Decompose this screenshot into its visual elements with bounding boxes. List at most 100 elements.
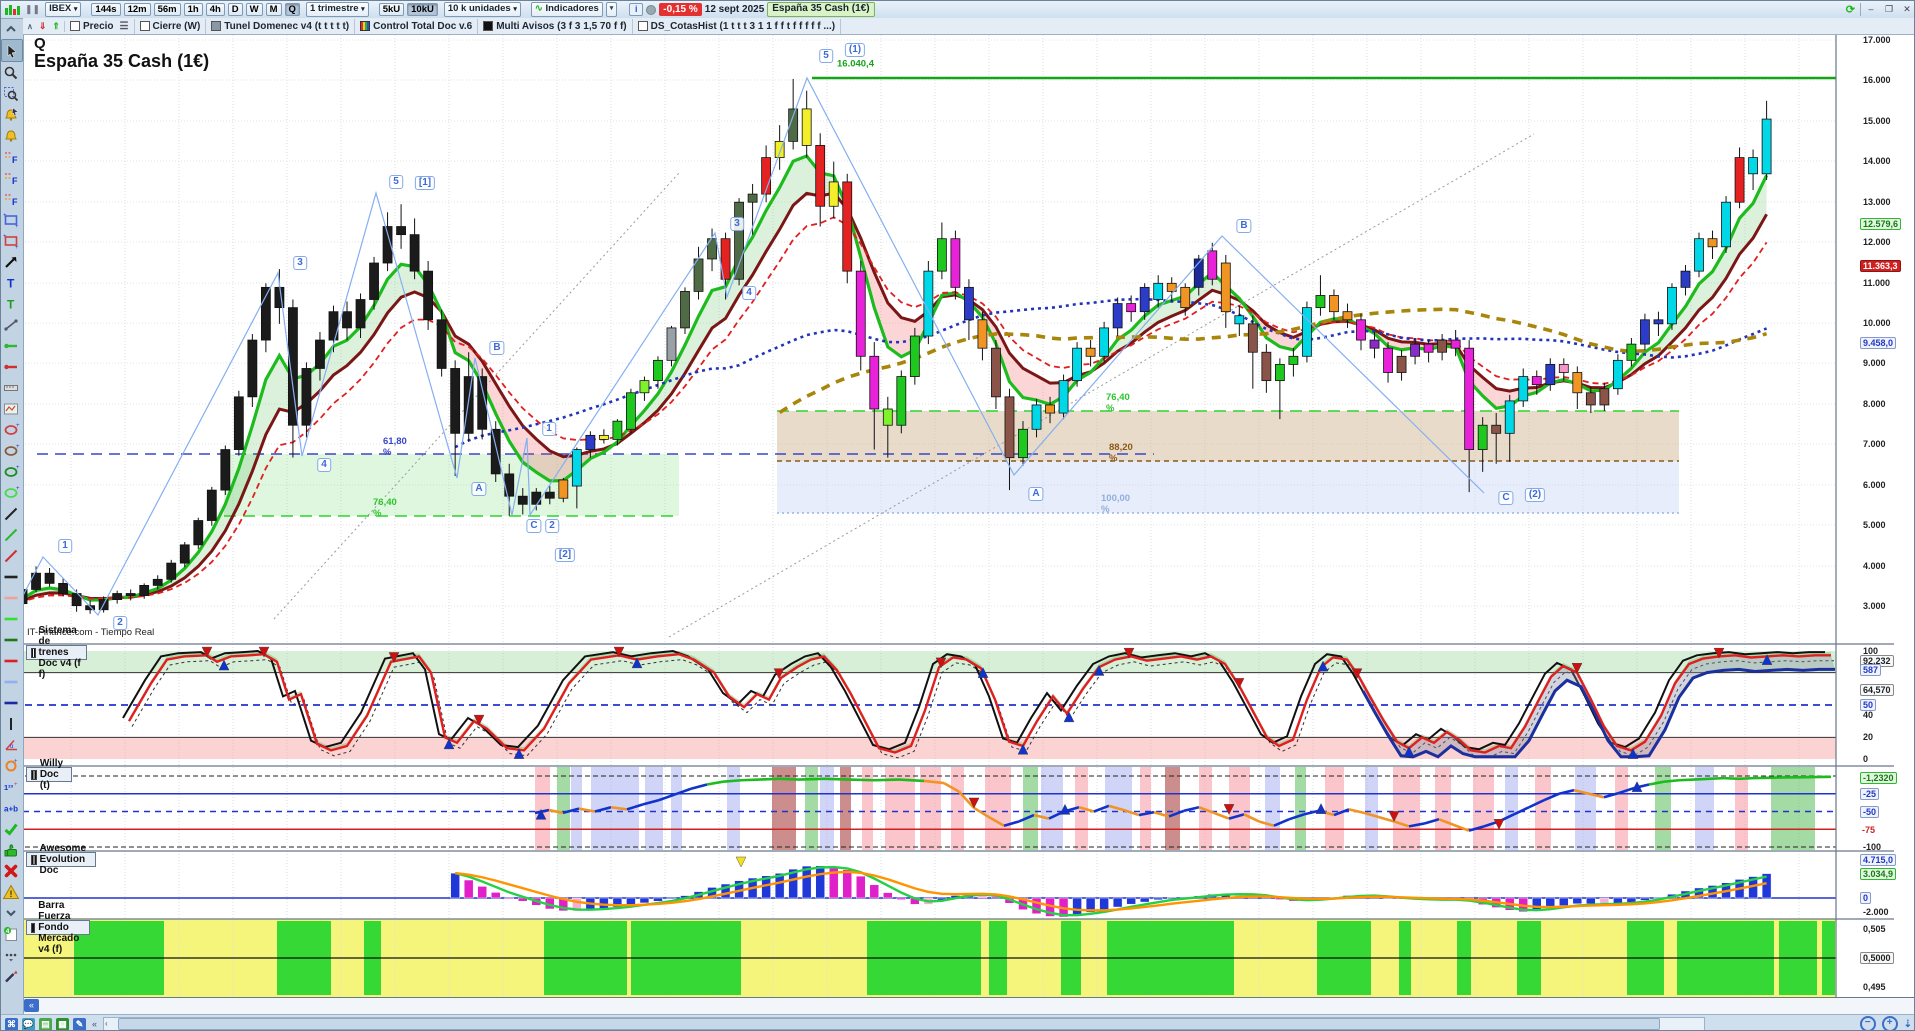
p1-buy-marker[interactable] (631, 657, 643, 669)
tool-scroll-down[interactable] (1, 902, 21, 923)
candle-body[interactable] (58, 582, 68, 594)
candle-body[interactable] (71, 593, 82, 607)
candle-body[interactable] (774, 140, 785, 158)
zoom-in-icon[interactable]: + (1881, 1016, 1898, 1030)
candle-body[interactable] (626, 392, 636, 430)
tool-text-bubble[interactable]: T (1, 293, 21, 314)
unit-amount-select[interactable]: 10 k unidades ▾ (443, 2, 521, 17)
candle-body[interactable] (1599, 388, 1610, 406)
tool-level-red[interactable] (1, 356, 21, 377)
zoom-out-icon[interactable]: − (1859, 1016, 1876, 1030)
candle-body[interactable] (707, 238, 717, 260)
tool-alert[interactable] (1, 125, 21, 146)
p1-buy-marker[interactable] (1403, 745, 1415, 757)
candle-body[interactable] (1612, 359, 1623, 390)
candle-body[interactable] (288, 307, 298, 426)
candle-body[interactable] (1166, 282, 1177, 292)
candle-body[interactable] (1464, 347, 1475, 450)
overlay-item-1[interactable]: Cierre (W) (135, 18, 207, 34)
candle-body[interactable] (653, 359, 663, 382)
candle-body[interactable] (1667, 286, 1677, 325)
tool-hline-darkgreen[interactable] (1, 629, 21, 650)
candle-body[interactable] (1477, 424, 1488, 450)
restore-button[interactable]: ❐ (1884, 3, 1894, 14)
minimize-button[interactable]: – (1868, 3, 1874, 14)
tool-numbers[interactable]: 1²³ + (1, 776, 21, 797)
p1-buy-marker[interactable] (1761, 654, 1773, 665)
willy-sell-marker[interactable] (968, 797, 980, 809)
tool-hline-lightblue[interactable] (1, 671, 21, 692)
tool-hline-red[interactable] (1, 650, 21, 671)
candle-body[interactable] (31, 572, 41, 590)
list-icon[interactable]: ☰ (119, 20, 129, 32)
candle-body[interactable] (1585, 392, 1596, 406)
tool-segment[interactable] (1, 314, 21, 335)
p1-sell-marker[interactable] (258, 646, 270, 658)
candle-body[interactable] (1261, 351, 1272, 382)
p1-sell-marker[interactable] (388, 652, 400, 663)
scrollbar-thumb[interactable] (118, 1018, 1661, 1030)
indicators-dropdown[interactable]: ▾ (605, 2, 618, 17)
candle-body[interactable] (747, 193, 758, 203)
candle-body[interactable] (369, 262, 379, 300)
overlay-checkbox[interactable] (637, 21, 648, 31)
candle-body[interactable] (1383, 347, 1393, 373)
candle-body[interactable] (1761, 118, 1772, 175)
candle-body[interactable] (1234, 315, 1245, 325)
candle-body[interactable] (1315, 295, 1326, 309)
timeline-back-button[interactable]: « (24, 999, 39, 1012)
candle-body[interactable] (639, 380, 650, 394)
time-axis[interactable]: « (23, 997, 1914, 1015)
candle-body[interactable] (1707, 238, 1718, 248)
candle-body[interactable] (1004, 396, 1015, 459)
candle-body[interactable] (585, 434, 596, 450)
candle-body[interactable] (1680, 270, 1691, 288)
comment-icon[interactable]: 💬 (22, 1017, 35, 1030)
candle-body[interactable] (544, 491, 555, 499)
p1-sell-marker[interactable] (935, 657, 947, 669)
candle-body[interactable] (1410, 343, 1420, 357)
willy-buy-marker[interactable] (535, 808, 547, 820)
candle-body[interactable] (1437, 339, 1448, 353)
tool-angle[interactable]: α (1, 734, 21, 755)
candle-body[interactable] (112, 593, 123, 600)
candle-body[interactable] (1626, 343, 1637, 361)
scroll-left-button[interactable]: ‹ (105, 1019, 108, 1028)
candle-body[interactable] (409, 234, 420, 272)
period-select[interactable]: 1 trimestre ▾ (305, 2, 369, 17)
candle-body[interactable] (355, 299, 366, 329)
candle-body[interactable] (571, 449, 582, 487)
overlay-item-2[interactable]: Tunel Domenec v4 (t t t t t) (206, 18, 356, 34)
candle-body[interactable] (1112, 303, 1123, 329)
candle-body[interactable] (1072, 347, 1082, 382)
tool-ruler[interactable] (1, 377, 21, 398)
tool-hline-green[interactable] (1, 608, 21, 629)
candle-body[interactable] (206, 489, 217, 521)
candle-body[interactable] (1491, 424, 1502, 434)
candle-body[interactable] (1329, 295, 1339, 313)
p1-buy-marker[interactable] (1627, 748, 1639, 759)
candle-body[interactable] (436, 319, 447, 369)
candle-body[interactable] (828, 181, 839, 207)
candle-body[interactable] (977, 319, 988, 349)
timeframe-button-4h[interactable]: 4h (205, 3, 225, 16)
candle-body[interactable] (666, 327, 677, 361)
candle-body[interactable] (1220, 262, 1231, 313)
p1-sell-marker[interactable] (1233, 678, 1245, 689)
candle-body[interactable] (1572, 372, 1583, 394)
candle-body[interactable] (450, 368, 461, 434)
p1-buy-marker[interactable] (443, 738, 455, 750)
candle-body[interactable] (923, 270, 934, 337)
tool-circle[interactable]: + (1, 755, 21, 776)
tool-scroll-up[interactable] (1, 18, 21, 39)
tool-cursor[interactable] (1, 39, 23, 62)
candle-body[interactable] (1558, 363, 1569, 373)
tool-eraser[interactable] (1, 965, 21, 986)
timeframe-button-Q[interactable]: Q (284, 3, 300, 16)
candle-body[interactable] (815, 145, 826, 207)
candle-body[interactable] (1302, 307, 1312, 357)
candle-body[interactable] (909, 335, 920, 377)
tool-thumbs-up[interactable] (1, 839, 21, 860)
willy-sell-marker[interactable] (1388, 811, 1400, 822)
tool-hline-black[interactable] (1, 566, 21, 587)
